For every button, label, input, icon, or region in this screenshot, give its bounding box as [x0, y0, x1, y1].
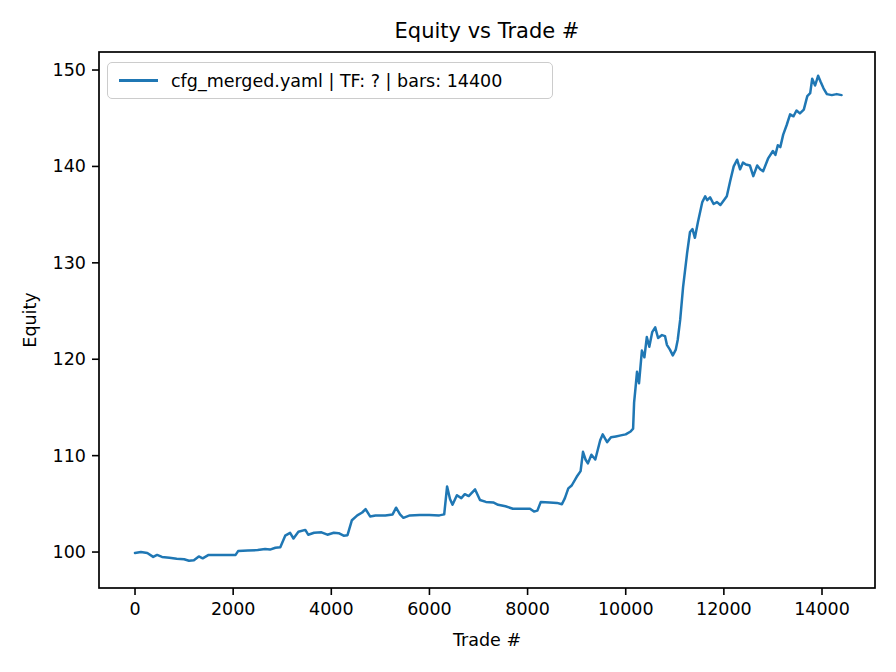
x-tick-label: 14000 [794, 599, 850, 619]
equity-line [135, 76, 842, 561]
y-tick-label: 120 [53, 349, 86, 369]
x-tick-label: 12000 [696, 599, 752, 619]
plot-area: 0 2000 4000 6000 8000 10000 12000 14000 100 110 12… [0, 0, 896, 672]
legend: cfg_merged.yaml | TF: ? | bars: 14400 [107, 62, 553, 99]
y-tick-label: 130 [53, 253, 86, 273]
legend-label: cfg_merged.yaml | TF: ? | bars: 14400 [171, 71, 502, 91]
x-tick-label: 2000 [211, 599, 256, 619]
y-tick-label: 110 [53, 446, 86, 466]
x-tick-label: 4000 [309, 599, 354, 619]
axes-frame [99, 52, 875, 588]
x-tick-label: 10000 [598, 599, 654, 619]
y-tick-label: 150 [53, 60, 86, 80]
equity-chart-figure: 0 2000 4000 6000 8000 10000 12000 14000 100 110 12… [0, 0, 896, 672]
x-tick-label: 8000 [505, 599, 550, 619]
y-tick-label: 140 [53, 156, 86, 176]
x-axis-label: Trade # [99, 630, 875, 650]
x-tick-label: 6000 [407, 599, 452, 619]
y-axis-label: Equity [20, 292, 40, 347]
x-tick-label: 0 [129, 599, 140, 619]
y-tick-label: 100 [53, 542, 86, 562]
legend-line-swatch [119, 79, 158, 82]
chart-title: Equity vs Trade # [99, 19, 875, 43]
